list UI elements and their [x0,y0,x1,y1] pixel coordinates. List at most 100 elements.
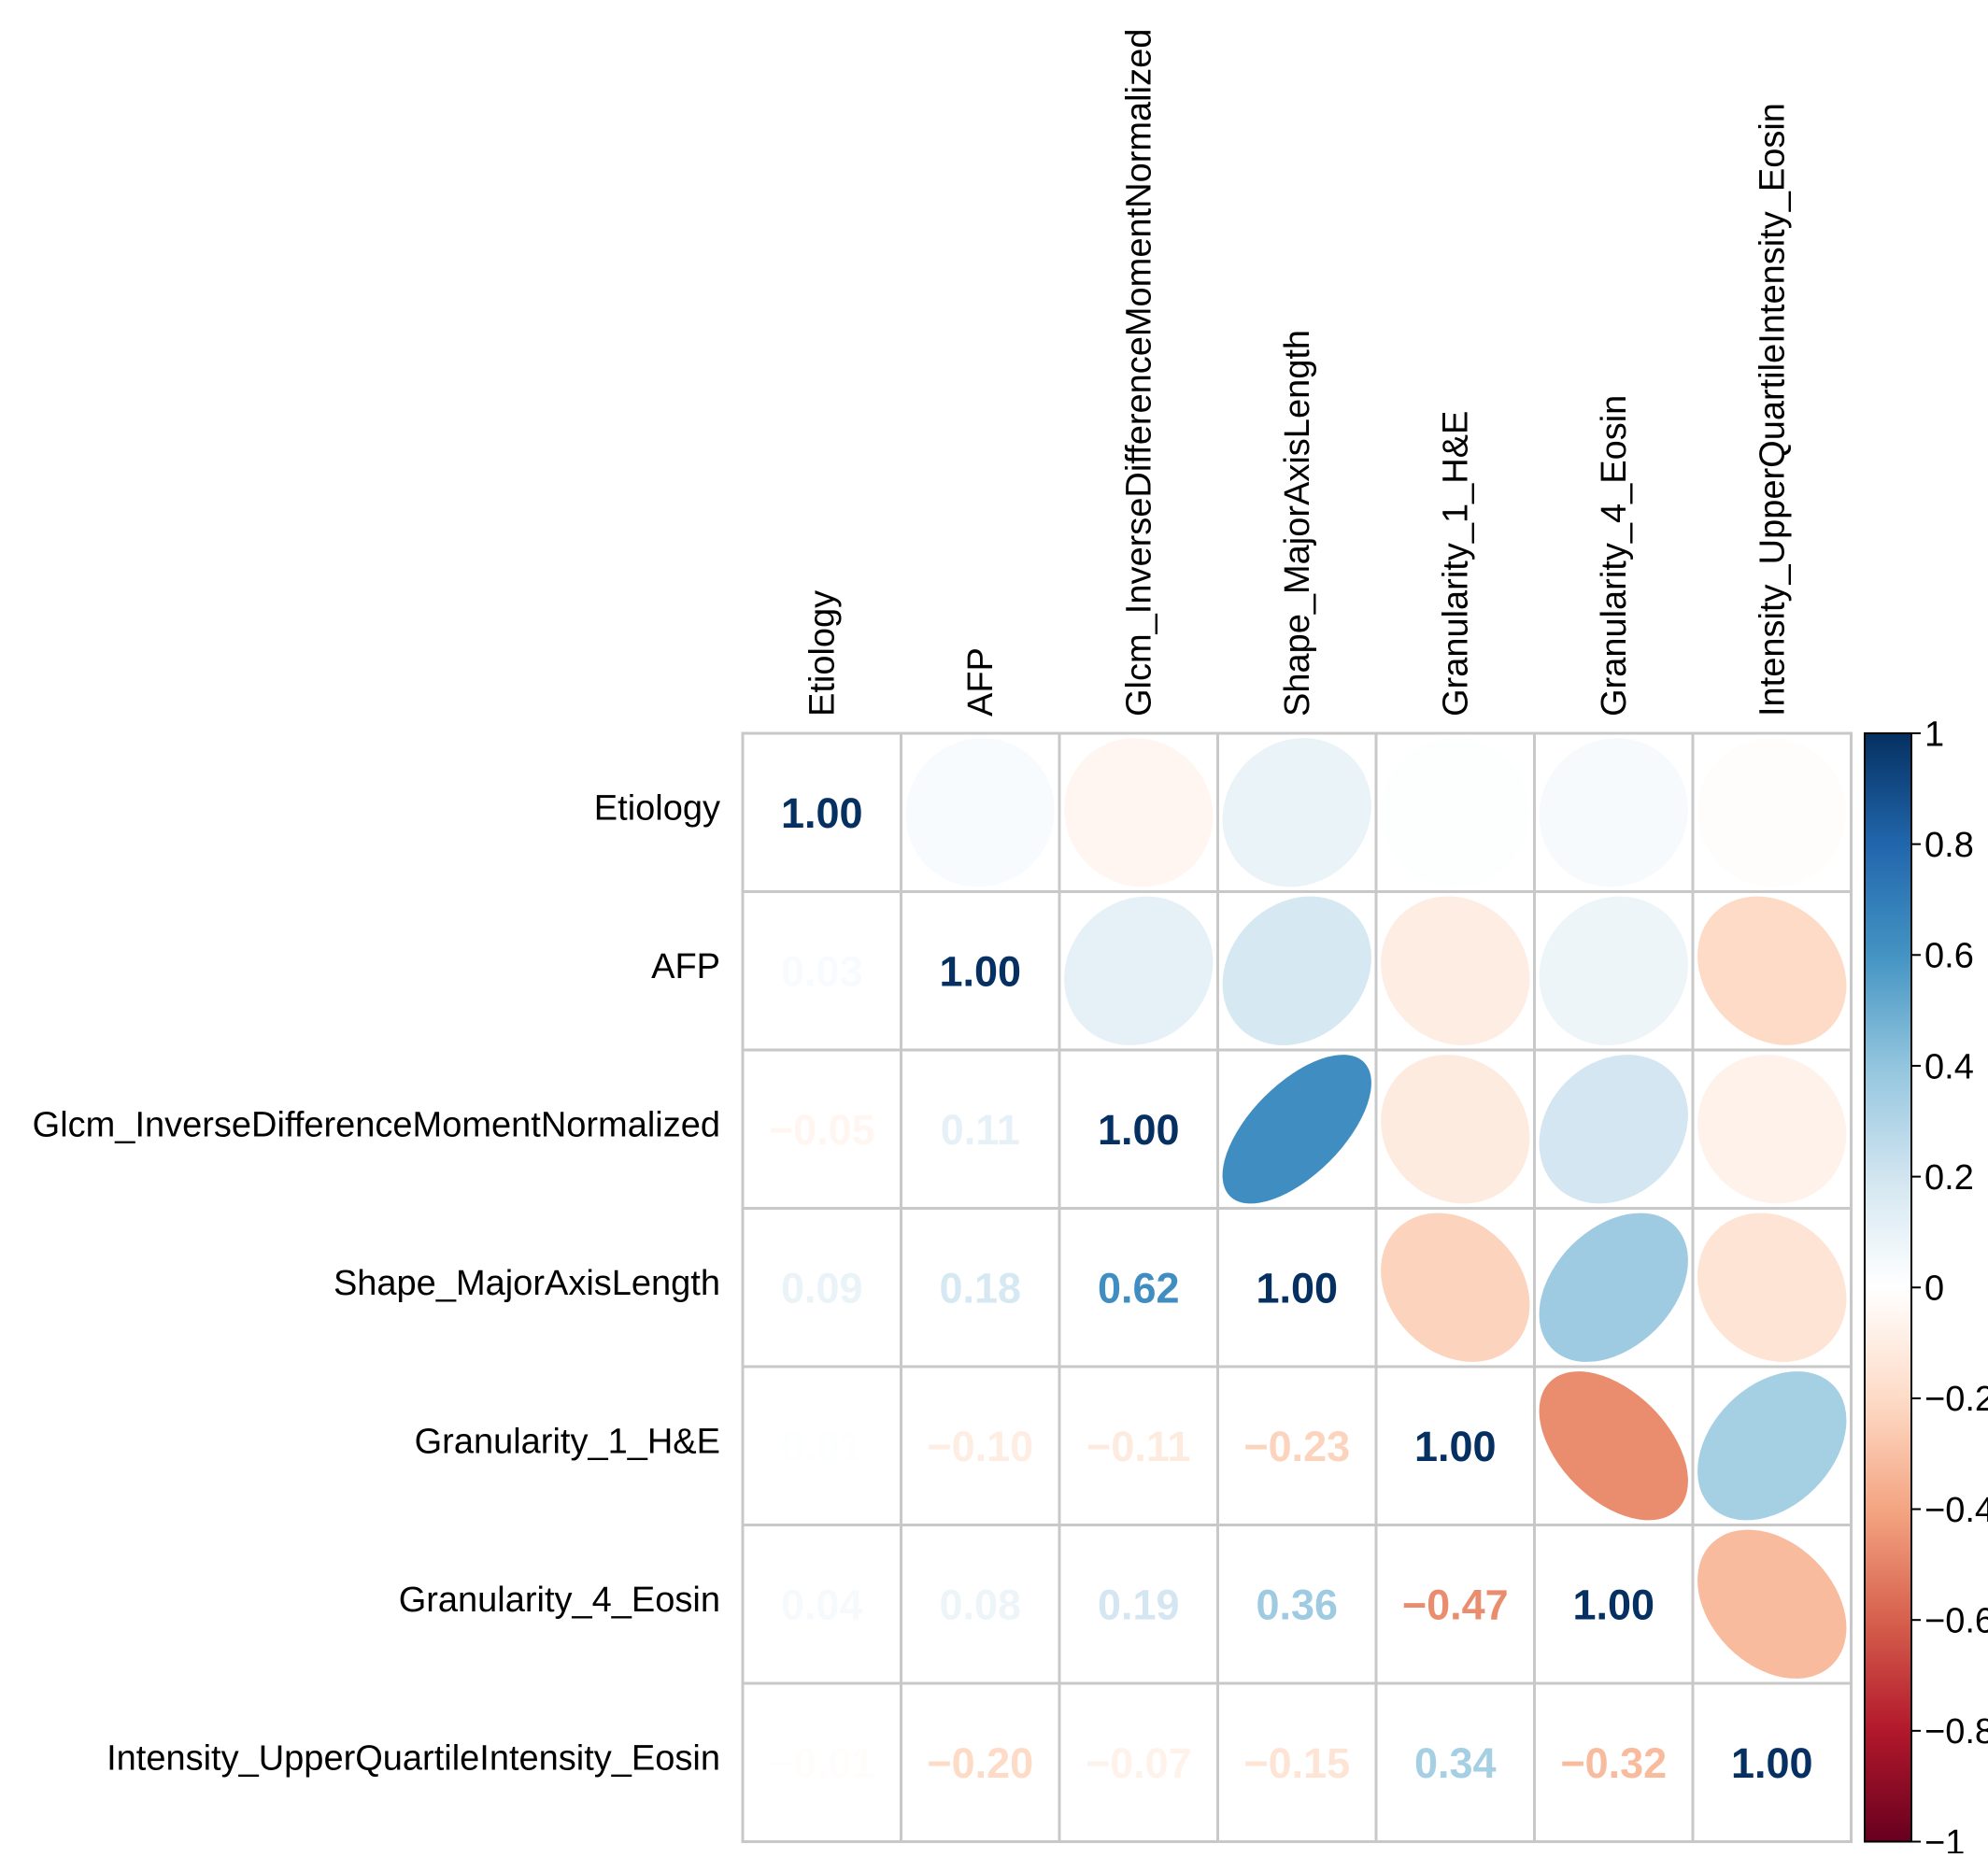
column-label-granularity-4-eosin: Granularity_4_Eosin [1595,395,1634,716]
column-label-afp: AFP [961,647,1001,716]
grid-cell [1691,1681,1853,1843]
corr-ellipse [1064,738,1214,887]
row-label-glcm-inversedifferencemomentnormalized: Glcm_InverseDifferenceMomentNormalized [33,1105,720,1144]
grid-cell [900,1048,1061,1210]
grid-cell [741,890,902,1052]
colorbar-tick-label: −0.6 [1924,1602,1988,1641]
grid-cell [900,1207,1061,1369]
corr-ellipse [1539,738,1688,887]
grid-cell [741,1365,902,1526]
grid-cell [900,1524,1061,1685]
corr-value-label: 0.08 [939,1581,1021,1628]
grid-cell [741,1681,902,1843]
corr-value-label: 0.18 [939,1264,1021,1312]
column-label-shape-majoraxislength: Shape_MajorAxisLength [1278,330,1317,716]
grid-cell [741,1524,902,1685]
corr-value-label: −0.01 [769,1739,875,1787]
corr-ellipse [1697,1371,1847,1521]
corr-ellipse [1697,1529,1847,1679]
colorbar-tick-label: 0.8 [1924,826,1974,865]
corr-value-label: 0.04 [781,1581,863,1628]
corr-value-label: 0.34 [1414,1739,1497,1787]
colorbar-tick-label: −0.4 [1924,1491,1988,1530]
corr-value-label: −0.23 [1243,1423,1350,1470]
corr-value-label: 0.36 [1256,1581,1338,1628]
column-label-intensity-upperquartileintensity-eosin: Intensity_UpperQuartileIntensity_Eosin [1753,103,1792,716]
corr-value-label: −0.07 [1086,1739,1192,1787]
row-label-shape-majoraxislength: Shape_MajorAxisLength [334,1264,720,1303]
grid-cell [1216,1207,1378,1369]
corr-ellipse [1539,1371,1688,1521]
corr-ellipse [1381,896,1530,1045]
row-label-granularity-1-h-e: Granularity_1_H&E [415,1422,720,1461]
grid-cell [741,1207,902,1369]
corr-value-label: −0.20 [927,1739,1033,1787]
corr-value-label: −0.10 [927,1423,1033,1470]
corr-value-label: 0.11 [941,1106,1020,1154]
corr-ellipse [1381,1055,1530,1204]
grid-cell [1058,1681,1219,1843]
row-label-granularity-4-eosin: Granularity_4_Eosin [399,1581,720,1620]
corr-ellipse [1064,896,1214,1045]
colorbar-tick-label: −0.2 [1924,1380,1988,1419]
grid-cell [1058,1365,1219,1526]
corr-ellipse [905,738,1055,887]
grid-cell [1216,1524,1378,1685]
row-label-afp: AFP [651,947,720,986]
corr-ellipse [1381,1213,1530,1362]
diagonal-value-label: 1.00 [781,789,863,837]
row-labels: Etiology AFP Glcm_InverseDifferenceMomentN… [33,788,720,1778]
corr-ellipse [1697,896,1847,1045]
colorbar-gradient [1864,732,1912,1843]
corr-value-label: 0.19 [1098,1581,1180,1628]
colorbar-tick-label: −1 [1924,1823,1965,1853]
corr-value-label: −0.47 [1402,1581,1509,1628]
row-label-intensity-upperquartileintensity-eosin: Intensity_UpperQuartileIntensity_Eosin [106,1738,720,1778]
diagonal-value-label: 1.00 [1256,1264,1338,1312]
corr-ellipse [1381,738,1530,887]
corr-ellipse [1539,1055,1688,1204]
corr-value-label: −0.11 [1086,1423,1190,1470]
corr-ellipse [1697,738,1847,887]
corr-ellipse [1222,1055,1371,1204]
corr-ellipse [1697,1213,1847,1362]
diagonal-value-label: 1.00 [1731,1739,1813,1787]
grid-cell [741,731,902,893]
diagonal-value-label: 1.00 [1414,1423,1497,1470]
corr-ellipse [1697,1055,1847,1204]
colorbar-tick-label: 1 [1924,715,1944,754]
diagonal-value-label: 1.00 [1098,1106,1180,1154]
column-labels: Etiology AFP Glcm_InverseDifferenceMomentN… [802,29,1792,716]
diagonal-value-label: 1.00 [1572,1581,1654,1628]
colorbar-tick-label: 0.6 [1924,937,1974,976]
corr-value-label: −0.32 [1560,1739,1667,1787]
corr-value-label: 0.62 [1098,1264,1180,1312]
corr-value-label: −0.05 [769,1106,875,1154]
corr-value-label: 0.09 [781,1264,863,1312]
corr-value-label: 0.03 [781,947,863,995]
corr-ellipse [1539,896,1688,1045]
grid-cell [1533,1681,1695,1843]
grid-cell [1374,1681,1536,1843]
column-label-etiology: Etiology [802,590,842,716]
correlation-marks: 1.00 0.03 1.00 −0.05 0.11 1.00 0.09 0.18 0.62 1.0… [769,738,1847,1787]
colorbar-tick-label: 0.2 [1924,1158,1974,1198]
grid-cell [1216,1681,1378,1843]
corr-value-label: 0.01 [781,1423,863,1470]
colorbar-tick-label: −0.8 [1924,1712,1988,1752]
column-label-glcm-inversedifferencemomentnormalized: Glcm_InverseDifferenceMomentNormalized [1119,29,1158,716]
column-label-granularity-1-h-e: Granularity_1_H&E [1436,411,1475,716]
grid-cell [1374,1524,1536,1685]
row-label-etiology: Etiology [594,788,720,828]
corr-ellipse [1222,896,1371,1045]
corr-ellipse [1222,738,1371,887]
colorbar-tick-label: 0.4 [1924,1047,1974,1086]
grid-cell [1058,1048,1219,1210]
colorbar-tick-label: 0 [1924,1269,1944,1309]
corr-ellipse [1539,1213,1688,1362]
diagonal-value-label: 1.00 [939,947,1021,995]
colorbar: 1 0.8 0.6 0.4 0.2 0 −0.2 −0.4 −0.6 −0.8 −1 [1864,715,1988,1858]
corr-value-label: −0.15 [1243,1739,1350,1787]
